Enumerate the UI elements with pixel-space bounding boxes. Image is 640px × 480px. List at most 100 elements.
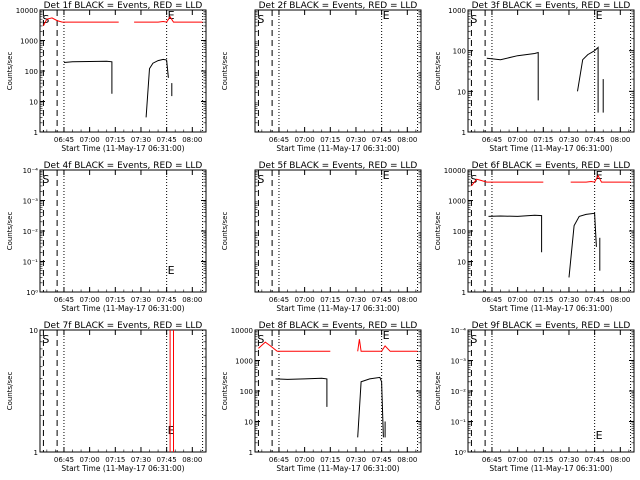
detector-panel-8: Det 8f BLACK = Events, RED = LLD 1 10 100 10… <box>221 321 422 473</box>
series-red-segment <box>134 15 203 23</box>
x-axis-label: Start Time (11-May-17 06:31:00) <box>489 144 612 153</box>
x-tick-label: 06:45 <box>54 136 74 144</box>
x-tick-label: 06:45 <box>482 296 502 304</box>
y-tick-label: 10⁻¹ <box>23 259 39 267</box>
x-axis-label: Start Time (11-May-17 06:31:00) <box>61 144 184 153</box>
x-tick-label: 07:45 <box>157 456 177 464</box>
end-marker: E <box>168 9 175 22</box>
y-tick-label: 1 <box>34 129 38 137</box>
y-tick-label: 10⁻³ <box>23 198 39 206</box>
end-marker: E <box>168 264 175 277</box>
end-marker: E <box>168 424 175 437</box>
plot-frame <box>39 169 207 293</box>
panel-title: Det 4f BLACK = Events, RED = LLD <box>44 161 203 171</box>
x-tick-label: 08:00 <box>610 136 630 144</box>
x-tick-label: 06:45 <box>269 296 289 304</box>
plot-frame <box>39 329 207 453</box>
series-black-segment <box>486 51 539 101</box>
y-tick-label: 100 <box>240 388 253 396</box>
x-tick-label: 06:45 <box>269 136 289 144</box>
x-tick-label: 07:00 <box>80 456 100 464</box>
x-axis-label: Start Time (11-May-17 06:31:00) <box>489 464 612 473</box>
y-tick-label: 100 <box>453 48 466 56</box>
y-tick-label: 10 <box>29 327 38 335</box>
x-tick-label: 07:30 <box>559 296 579 304</box>
x-axis-label: Start Time (11-May-17 06:31:00) <box>276 304 399 313</box>
y-axis-label: Counts/sec <box>434 212 442 251</box>
y-tick-label: 10 <box>457 88 466 96</box>
y-axis-label: Counts/sec <box>6 212 14 251</box>
y-tick-label: 1000 <box>448 7 466 15</box>
detector-panel-7: Det 7f BLACK = Events, RED = LLD 1 10 Count… <box>6 321 207 473</box>
detector-panel-6: Det 6f BLACK = Events, RED = LLD 1 10 100 10… <box>434 161 635 313</box>
x-tick-label: 07:00 <box>80 136 100 144</box>
x-tick-label: 07:15 <box>320 456 340 464</box>
x-tick-label: 07:30 <box>346 136 366 144</box>
x-tick-label: 07:45 <box>372 456 392 464</box>
detector-panel-2: Det 2f BLACK = Events, RED = LLD Counts/s… <box>221 1 422 153</box>
panel-title: Det 6f BLACK = Events, RED = LLD <box>472 161 631 171</box>
x-tick-label: 07:45 <box>585 296 605 304</box>
end-marker: E <box>383 9 390 22</box>
end-marker: E <box>383 169 390 182</box>
detector-panel-9: Det 9f BLACK = Events, RED = LLD 10⁰ 10⁻¹ 1… <box>434 321 635 473</box>
x-tick-label: 07:15 <box>105 136 125 144</box>
x-tick-label: 07:00 <box>508 296 528 304</box>
series-black-segment <box>488 214 543 253</box>
y-tick-label: 10 <box>29 99 38 107</box>
y-axis-label: Counts/sec <box>221 212 229 251</box>
x-tick-label: 06:45 <box>482 136 502 144</box>
series-black-segment <box>357 376 384 438</box>
series-black-segment <box>145 58 169 118</box>
x-tick-label: 07:30 <box>346 296 366 304</box>
panel-title: Det 5f BLACK = Events, RED = LLD <box>259 161 418 171</box>
x-tick-label: 07:15 <box>533 456 553 464</box>
x-tick-label: 07:45 <box>157 296 177 304</box>
end-marker: E <box>596 169 603 182</box>
x-tick-label: 06:45 <box>482 456 502 464</box>
panel-title: Det 2f BLACK = Events, RED = LLD <box>259 1 418 11</box>
series-red-segment <box>570 174 631 183</box>
plot-frame <box>467 169 635 293</box>
y-tick-label: 1000 <box>20 38 38 46</box>
x-tick-label: 08:00 <box>397 456 417 464</box>
detector-panel-3: Det 3f BLACK = Events, RED = LLD 1 10 100 10… <box>434 1 635 153</box>
y-tick-label: 10000 <box>231 327 253 335</box>
x-tick-label: 07:30 <box>346 456 366 464</box>
y-tick-label: 10⁻¹ <box>451 419 467 427</box>
start-marker: S <box>470 173 477 186</box>
x-tick-label: 07:30 <box>559 456 579 464</box>
start-marker: S <box>470 13 477 26</box>
plot-frame <box>467 9 635 133</box>
x-tick-label: 06:45 <box>269 456 289 464</box>
y-tick-label: 10⁻⁴ <box>451 327 467 335</box>
x-tick-label: 06:45 <box>54 456 74 464</box>
series-red-segment <box>258 341 331 352</box>
plot-frame <box>39 9 207 133</box>
panel-title: Det 8f BLACK = Events, RED = LLD <box>259 321 418 331</box>
x-tick-label: 07:00 <box>80 296 100 304</box>
x-tick-label: 07:15 <box>533 136 553 144</box>
start-marker: S <box>257 333 264 346</box>
x-tick-label: 07:00 <box>295 136 315 144</box>
y-tick-label: 100 <box>25 68 38 76</box>
panel-title: Det 3f BLACK = Events, RED = LLD <box>472 1 631 11</box>
series-black-segment <box>63 60 113 94</box>
x-tick-label: 07:45 <box>585 456 605 464</box>
y-tick-label: 10 <box>244 419 253 427</box>
detector-panel-1: Det 1f BLACK = Events, RED = LLD 1 10 100 10… <box>6 1 207 153</box>
x-tick-label: 07:15 <box>105 296 125 304</box>
x-tick-label: 08:00 <box>182 136 202 144</box>
series-red-segment <box>357 339 418 352</box>
x-axis-label: Start Time (11-May-17 06:31:00) <box>489 304 612 313</box>
x-axis-label: Start Time (11-May-17 06:31:00) <box>61 464 184 473</box>
x-tick-label: 08:00 <box>397 136 417 144</box>
x-tick-label: 07:15 <box>320 296 340 304</box>
x-tick-label: 08:00 <box>610 296 630 304</box>
x-tick-label: 07:00 <box>295 296 315 304</box>
series-black-segment <box>577 46 599 113</box>
y-tick-label: 10⁻² <box>451 388 467 396</box>
x-tick-label: 07:30 <box>131 296 151 304</box>
y-tick-label: 1 <box>462 129 466 137</box>
y-tick-label: 10⁻³ <box>451 358 467 366</box>
